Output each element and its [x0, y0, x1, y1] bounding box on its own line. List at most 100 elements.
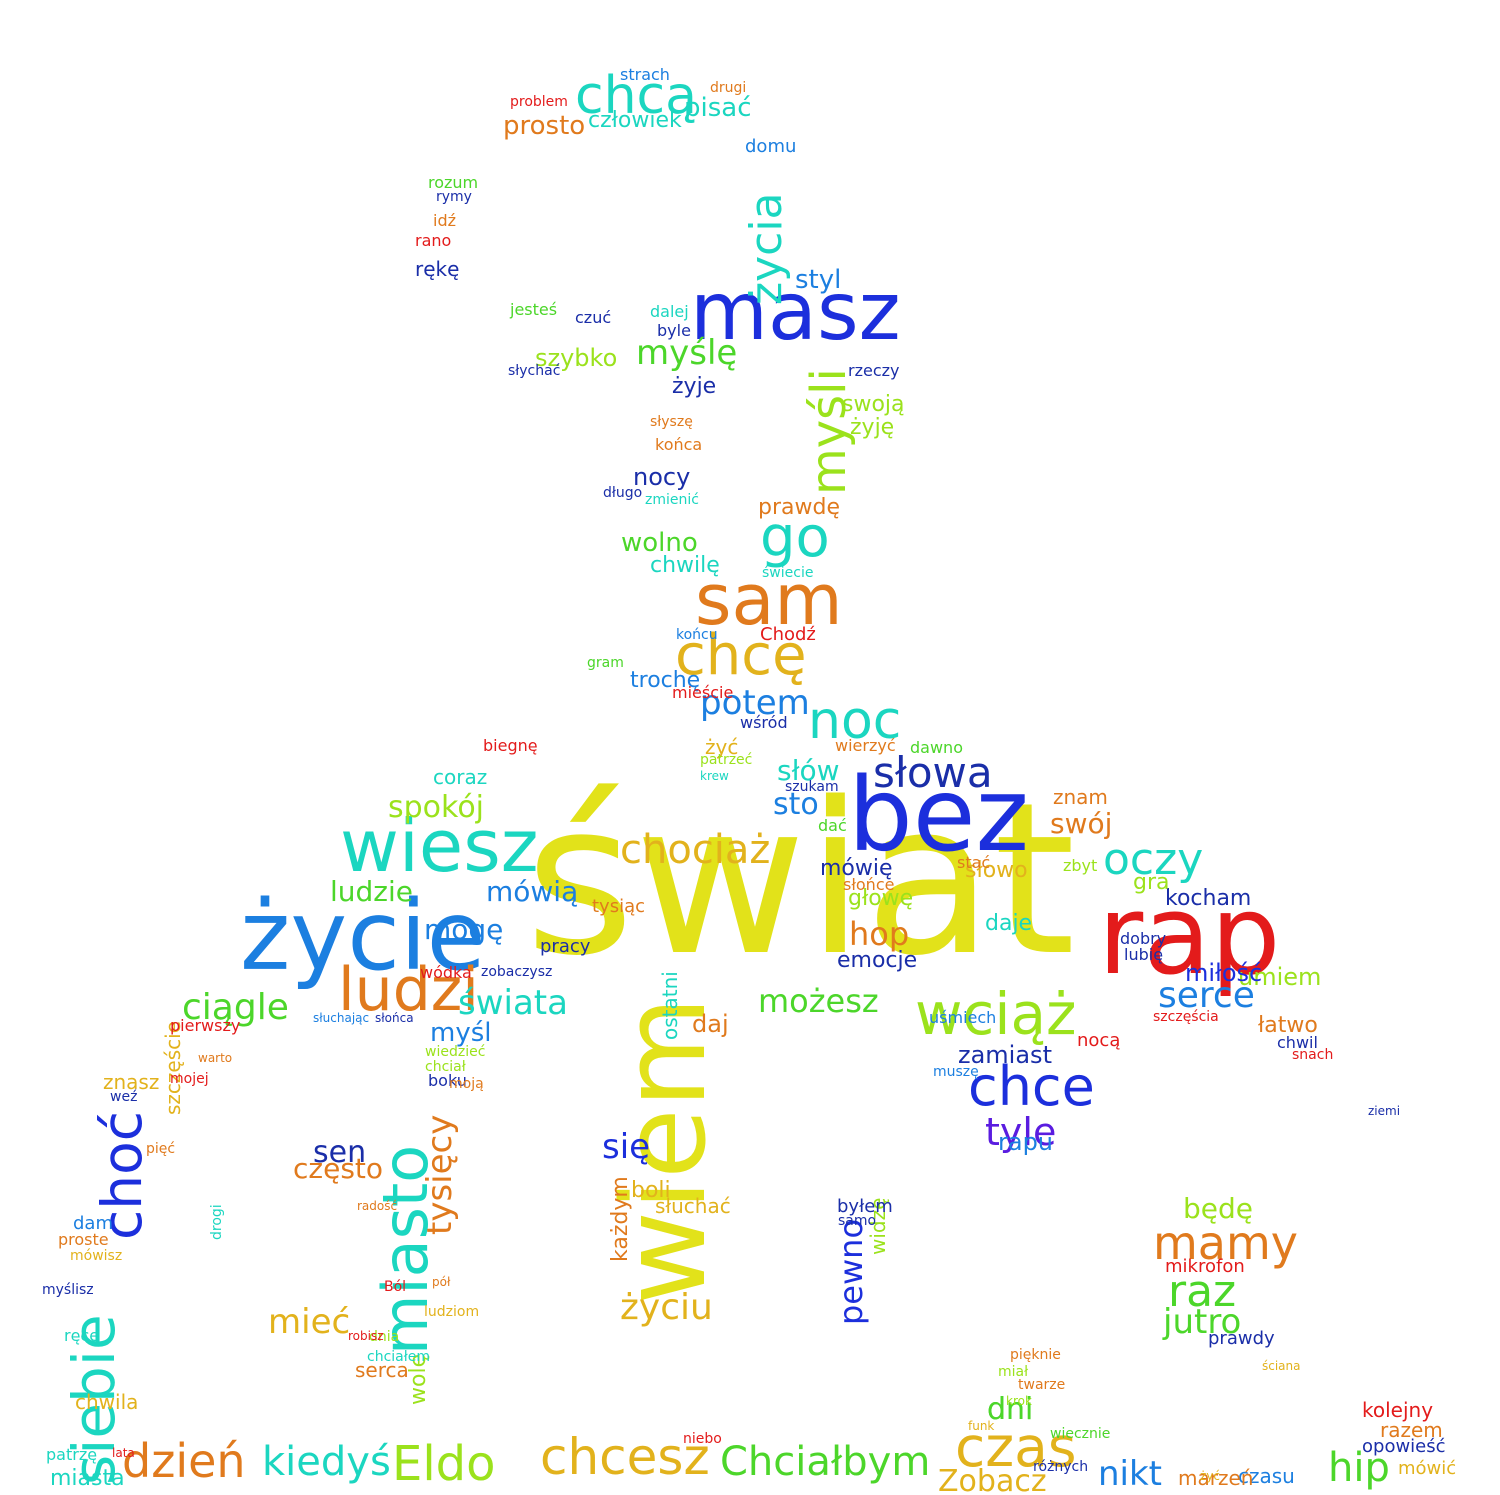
word-swiecie: świecie — [762, 565, 814, 581]
word-chce-top: chcą — [575, 66, 698, 126]
word-strach: strach — [620, 65, 670, 84]
word-oczy: oczy — [1103, 834, 1204, 885]
word-ludzie: ludzie — [330, 875, 414, 908]
word-boku: boku — [428, 1071, 467, 1090]
word-razem: razem — [1380, 1418, 1443, 1442]
word-umiem: umiem — [1238, 963, 1322, 991]
word-mozna: dam — [73, 1213, 113, 1234]
word-ziemi: ziemi — [1368, 1104, 1401, 1118]
word-dni: dni — [987, 1392, 1034, 1427]
word-zobaczysz: zobaczysz — [481, 964, 553, 980]
word-dawno: dawno — [910, 738, 963, 757]
word-krew: krew — [700, 769, 729, 783]
word-chcesz: chcesz — [540, 1428, 710, 1486]
word-potem: potem — [700, 683, 810, 723]
word-latwo: łatwo — [1258, 1013, 1318, 1038]
word-mowic: mówić — [1398, 1458, 1457, 1479]
word-go: go — [760, 505, 830, 570]
word-zycie2: żyć — [1200, 1469, 1220, 1483]
word-slychac: słychać — [508, 363, 561, 379]
word-swoj: swój — [1050, 807, 1113, 840]
word-zyciu: życiu — [620, 1287, 713, 1328]
word-marzen: marzeń — [1178, 1466, 1254, 1490]
word-dlugo: długo — [603, 485, 643, 501]
word-swoja: swoją — [842, 392, 905, 417]
word-prawdy: prawdy — [1208, 1328, 1275, 1349]
word-miasta: miasta — [50, 1466, 125, 1491]
word-gra: gra — [1133, 870, 1170, 895]
word-rymy: rymy — [436, 189, 472, 205]
word-tysiecy: tysięcy — [420, 1114, 460, 1235]
word-swiat: świat — [525, 757, 1076, 1002]
word-chcial: chciał — [425, 1059, 466, 1075]
word-slow: słów — [777, 754, 840, 787]
word-hip: hip — [1328, 1445, 1390, 1491]
word-sluchac: słuchać — [655, 1194, 731, 1218]
word-wsrod: wśród — [740, 713, 788, 732]
word-miec: mieć — [268, 1302, 351, 1342]
word-mial: miał — [998, 1364, 1029, 1380]
word-usmiech: uśmiech — [929, 1008, 997, 1027]
word-smutek: ściana — [1262, 1359, 1301, 1373]
word-mozesz: możesz — [758, 982, 879, 1020]
word-dzien: dzień — [122, 1434, 246, 1488]
word-nocy: nocy — [633, 463, 691, 491]
word-ciagle: ciągle — [182, 987, 289, 1028]
word-bol: Ból — [384, 1279, 407, 1295]
word-daje: daje — [985, 911, 1033, 936]
word-dac: dać — [818, 816, 847, 835]
word-mowie: mówię — [820, 856, 893, 881]
word-sami: samo — [838, 1213, 877, 1229]
word-stac: stać — [957, 853, 991, 872]
word-raz: raz — [1168, 1266, 1237, 1317]
word-moja: moją — [449, 1076, 484, 1092]
word-mowisz: mówisz — [70, 1248, 123, 1264]
word-zamiast: zamiast — [958, 1041, 1052, 1069]
word-bede: będę — [1183, 1192, 1253, 1225]
word-nikt: nikt — [1098, 1454, 1163, 1494]
word-spokoj: spokój — [388, 790, 485, 825]
word-chcialbym: Chciałbym — [720, 1439, 931, 1485]
word-zmienic: zmienić — [645, 492, 699, 508]
word-sam: sam — [695, 559, 843, 641]
word-reke: rękę — [415, 257, 460, 281]
word-wiecznie: wiecznie — [1050, 1426, 1111, 1442]
word-chwile: chwilę — [650, 553, 720, 578]
word-czasu: czasu — [1238, 1464, 1295, 1488]
word-piec: pięć — [146, 1141, 176, 1157]
word-mojej: mojej — [170, 1071, 209, 1087]
word-rano: rano — [415, 231, 452, 250]
word-zycie: życie — [240, 880, 486, 992]
word-snach: snach — [1292, 1047, 1334, 1063]
word-chcialem: chciałem — [367, 1349, 430, 1365]
word-czlowiek: człowiek — [588, 108, 682, 133]
word-sto: sto — [773, 787, 819, 822]
word-biegne: biegnę — [483, 736, 538, 755]
word-troche: trochę — [630, 668, 701, 693]
word-wierzyc: wierzyć — [835, 736, 896, 755]
word-daj: daj — [692, 1010, 729, 1038]
word-czesto: często — [293, 1152, 384, 1185]
word-robisz: robisz — [348, 1329, 384, 1343]
word-slonce: słońce — [843, 875, 895, 894]
word-juz: dni — [987, 1392, 1034, 1427]
word-tysiac: tysiąc — [592, 896, 646, 917]
word-proste: proste — [58, 1230, 109, 1249]
word-kolejny: kolejny — [1362, 1398, 1434, 1422]
word-pol: pół — [432, 1275, 451, 1289]
word-zyje2: żyję — [850, 415, 895, 440]
word-krok: krok — [1006, 1394, 1032, 1408]
word-dzis: mieście — [672, 683, 734, 702]
word-zbyt: zbyt — [1063, 856, 1098, 875]
word-sie: się — [602, 1127, 651, 1167]
word-dalej: dalej — [650, 302, 689, 321]
word-ludziom: ludziom — [424, 1304, 480, 1320]
word-chociaz: chociaż — [620, 827, 771, 873]
word-zycia: życia — [741, 192, 792, 305]
word-emocje: emocje — [837, 948, 918, 973]
word-prawde: prawdę — [758, 495, 840, 520]
word-rece: ręce — [64, 1326, 100, 1345]
word-czas: czas — [955, 1415, 1077, 1479]
word-chce: chce — [968, 1055, 1095, 1118]
word-slowo: słowo — [965, 858, 1028, 883]
